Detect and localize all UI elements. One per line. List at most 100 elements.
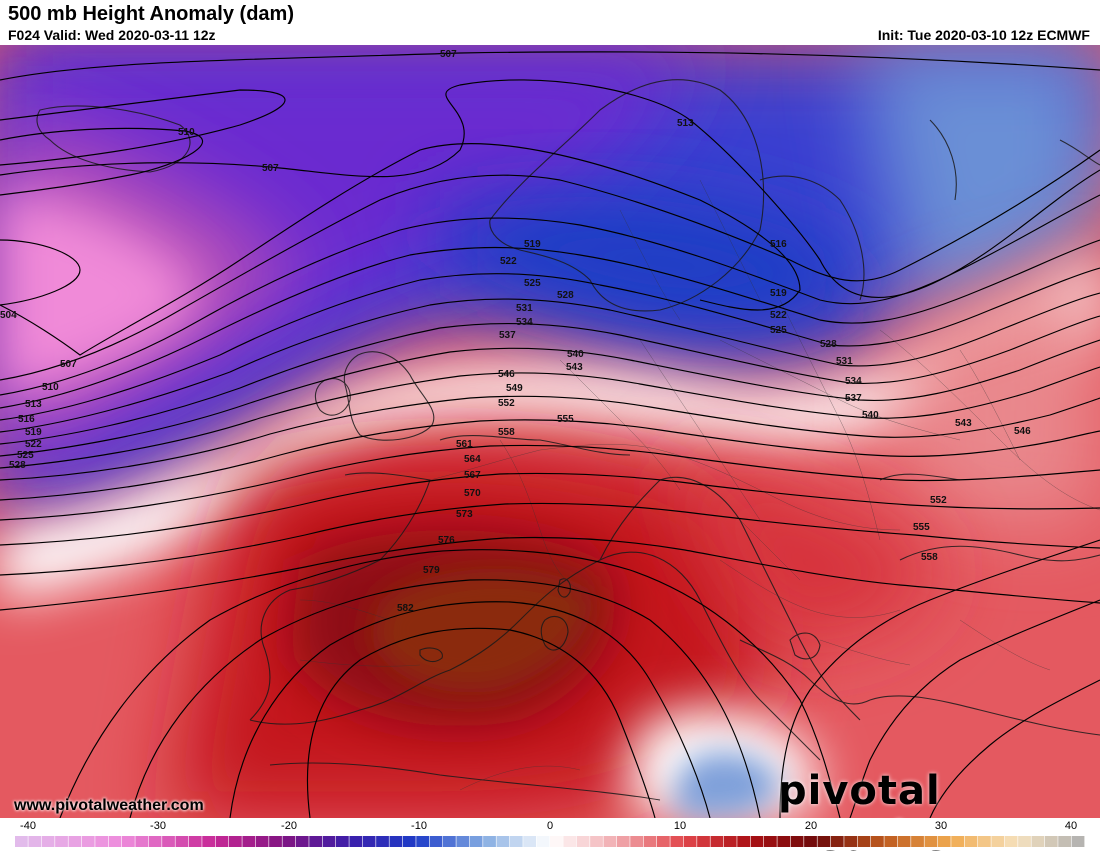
contour-label: 576 [438, 535, 455, 546]
colorbar-swatch [215, 836, 229, 847]
colorbar-swatch [469, 836, 483, 847]
contour-label: 540 [862, 410, 879, 421]
contour-label: 507 [60, 359, 77, 370]
colorbar-swatch [550, 836, 563, 847]
colorbar-swatch [202, 836, 216, 847]
colorbar-swatch [322, 836, 336, 847]
contour-label: 522 [770, 310, 787, 321]
contour-label: 537 [845, 393, 862, 404]
colorbar-swatch [362, 836, 376, 847]
colorbar-tick-label: -30 [150, 820, 166, 832]
contour-label: 534 [516, 317, 533, 328]
contour-label: 564 [464, 454, 481, 465]
contour-label: 519 [25, 427, 42, 438]
colorbar-swatch [978, 836, 991, 847]
colorbar-swatch [804, 836, 817, 847]
colorbar-ticks: -40 -30 -20 -10 0 10 20 30 40 [20, 820, 1077, 832]
colorbar-swatch [108, 836, 122, 847]
colorbar-swatch [416, 836, 430, 847]
colorbar-swatch [857, 836, 871, 847]
contour-label: 519 [770, 288, 787, 299]
contour-label: 540 [567, 349, 584, 360]
contour-label: 570 [464, 488, 481, 499]
colorbar-swatch [563, 836, 577, 847]
contour-label: 519 [524, 239, 541, 250]
colorbar-swatch [737, 836, 751, 847]
height-contours [0, 51, 1100, 818]
contour-label: 558 [498, 427, 515, 438]
colorbar-swatch [830, 836, 844, 847]
contour-label: 516 [770, 239, 787, 250]
colorbar-swatch [15, 836, 28, 847]
contour-label: 552 [498, 398, 515, 409]
contour-label: 555 [557, 414, 574, 425]
contour-label: 516 [18, 414, 35, 425]
contour-label: 558 [921, 552, 938, 563]
colorbar-swatch [871, 836, 884, 847]
colorbar-swatch [723, 836, 737, 847]
colorbar-swatch [162, 836, 175, 847]
colorbar-swatch [884, 836, 898, 847]
contour-label: 549 [506, 383, 523, 394]
colorbar-tick-label: 20 [805, 820, 817, 832]
colorbar-tick-label: 30 [935, 820, 947, 832]
colorbar-swatch [269, 836, 282, 847]
colorbar-swatch [670, 836, 684, 847]
colorbar-swatch [349, 836, 363, 847]
colorbar-tick-label: 0 [547, 820, 553, 832]
colorbar-swatch [95, 836, 109, 847]
colorbar-swatch [590, 836, 603, 847]
colorbar: -40 -30 -20 -10 0 10 20 30 40 [0, 818, 1100, 850]
colorbar-swatch [937, 836, 951, 847]
colorbar-swatch [1071, 836, 1085, 847]
colorbar-swatch [576, 836, 590, 847]
contour-label: 510 [42, 382, 59, 393]
colorbar-swatch [790, 836, 804, 847]
colorbar-swatch [844, 836, 858, 847]
colorbar-swatch [697, 836, 710, 847]
colorbar-swatch [897, 836, 911, 847]
colorbar-swatch [924, 836, 938, 847]
colorbar-swatch [616, 836, 630, 847]
colorbar-tick-label: 10 [674, 820, 686, 832]
contour-label: 555 [913, 522, 930, 533]
colorbar-swatch [41, 836, 55, 847]
contour-label: 513 [25, 399, 42, 410]
website-url: www.pivotalweather.com [14, 797, 204, 814]
colorbar-swatch [991, 836, 1005, 847]
contour-label: 525 [524, 278, 541, 289]
valid-time: F024 Valid: Wed 2020-03-11 12z [8, 27, 216, 43]
map-header: 500 mb Height Anomaly (dam) F024 Valid: … [0, 0, 1100, 45]
contour-label: 528 [557, 290, 574, 301]
colorbar-swatch [229, 836, 242, 847]
contour-label: 504 [0, 310, 17, 321]
contour-label: 525 [770, 325, 787, 336]
colorbar-swatch [402, 836, 416, 847]
contour-label: 543 [566, 362, 583, 373]
contour-label: 522 [500, 256, 517, 267]
colorbar-swatch [630, 836, 644, 847]
colorbar-swatch [55, 836, 68, 847]
contour-label: 510 [178, 127, 195, 138]
colorbar-swatch [429, 836, 443, 847]
colorbar-swatch [188, 836, 202, 847]
colorbar-swatch [911, 836, 924, 847]
colorbar-swatch [376, 836, 389, 847]
colorbar-swatch [603, 836, 617, 847]
colorbar-swatch [1004, 836, 1018, 847]
contour-label: 567 [464, 470, 481, 481]
contour-label: 537 [499, 330, 516, 341]
colorbar-swatch [443, 836, 456, 847]
contour-label: 525 [17, 450, 34, 461]
colorbar-tick-label: 40 [1065, 820, 1077, 832]
contour-labels: 507 510 507 513 516 519 519 522 522 525 … [0, 49, 1031, 614]
colorbar-swatch [175, 836, 189, 847]
contour-label: 561 [456, 439, 473, 450]
colorbar-swatch [536, 836, 550, 847]
colorbar-swatch [389, 836, 403, 847]
colorbar-tick-label: -20 [281, 820, 297, 832]
colorbar-swatch [777, 836, 791, 847]
colorbar-swatch [282, 836, 296, 847]
colorbar-swatch [710, 836, 724, 847]
colorbar-swatch [28, 836, 42, 847]
